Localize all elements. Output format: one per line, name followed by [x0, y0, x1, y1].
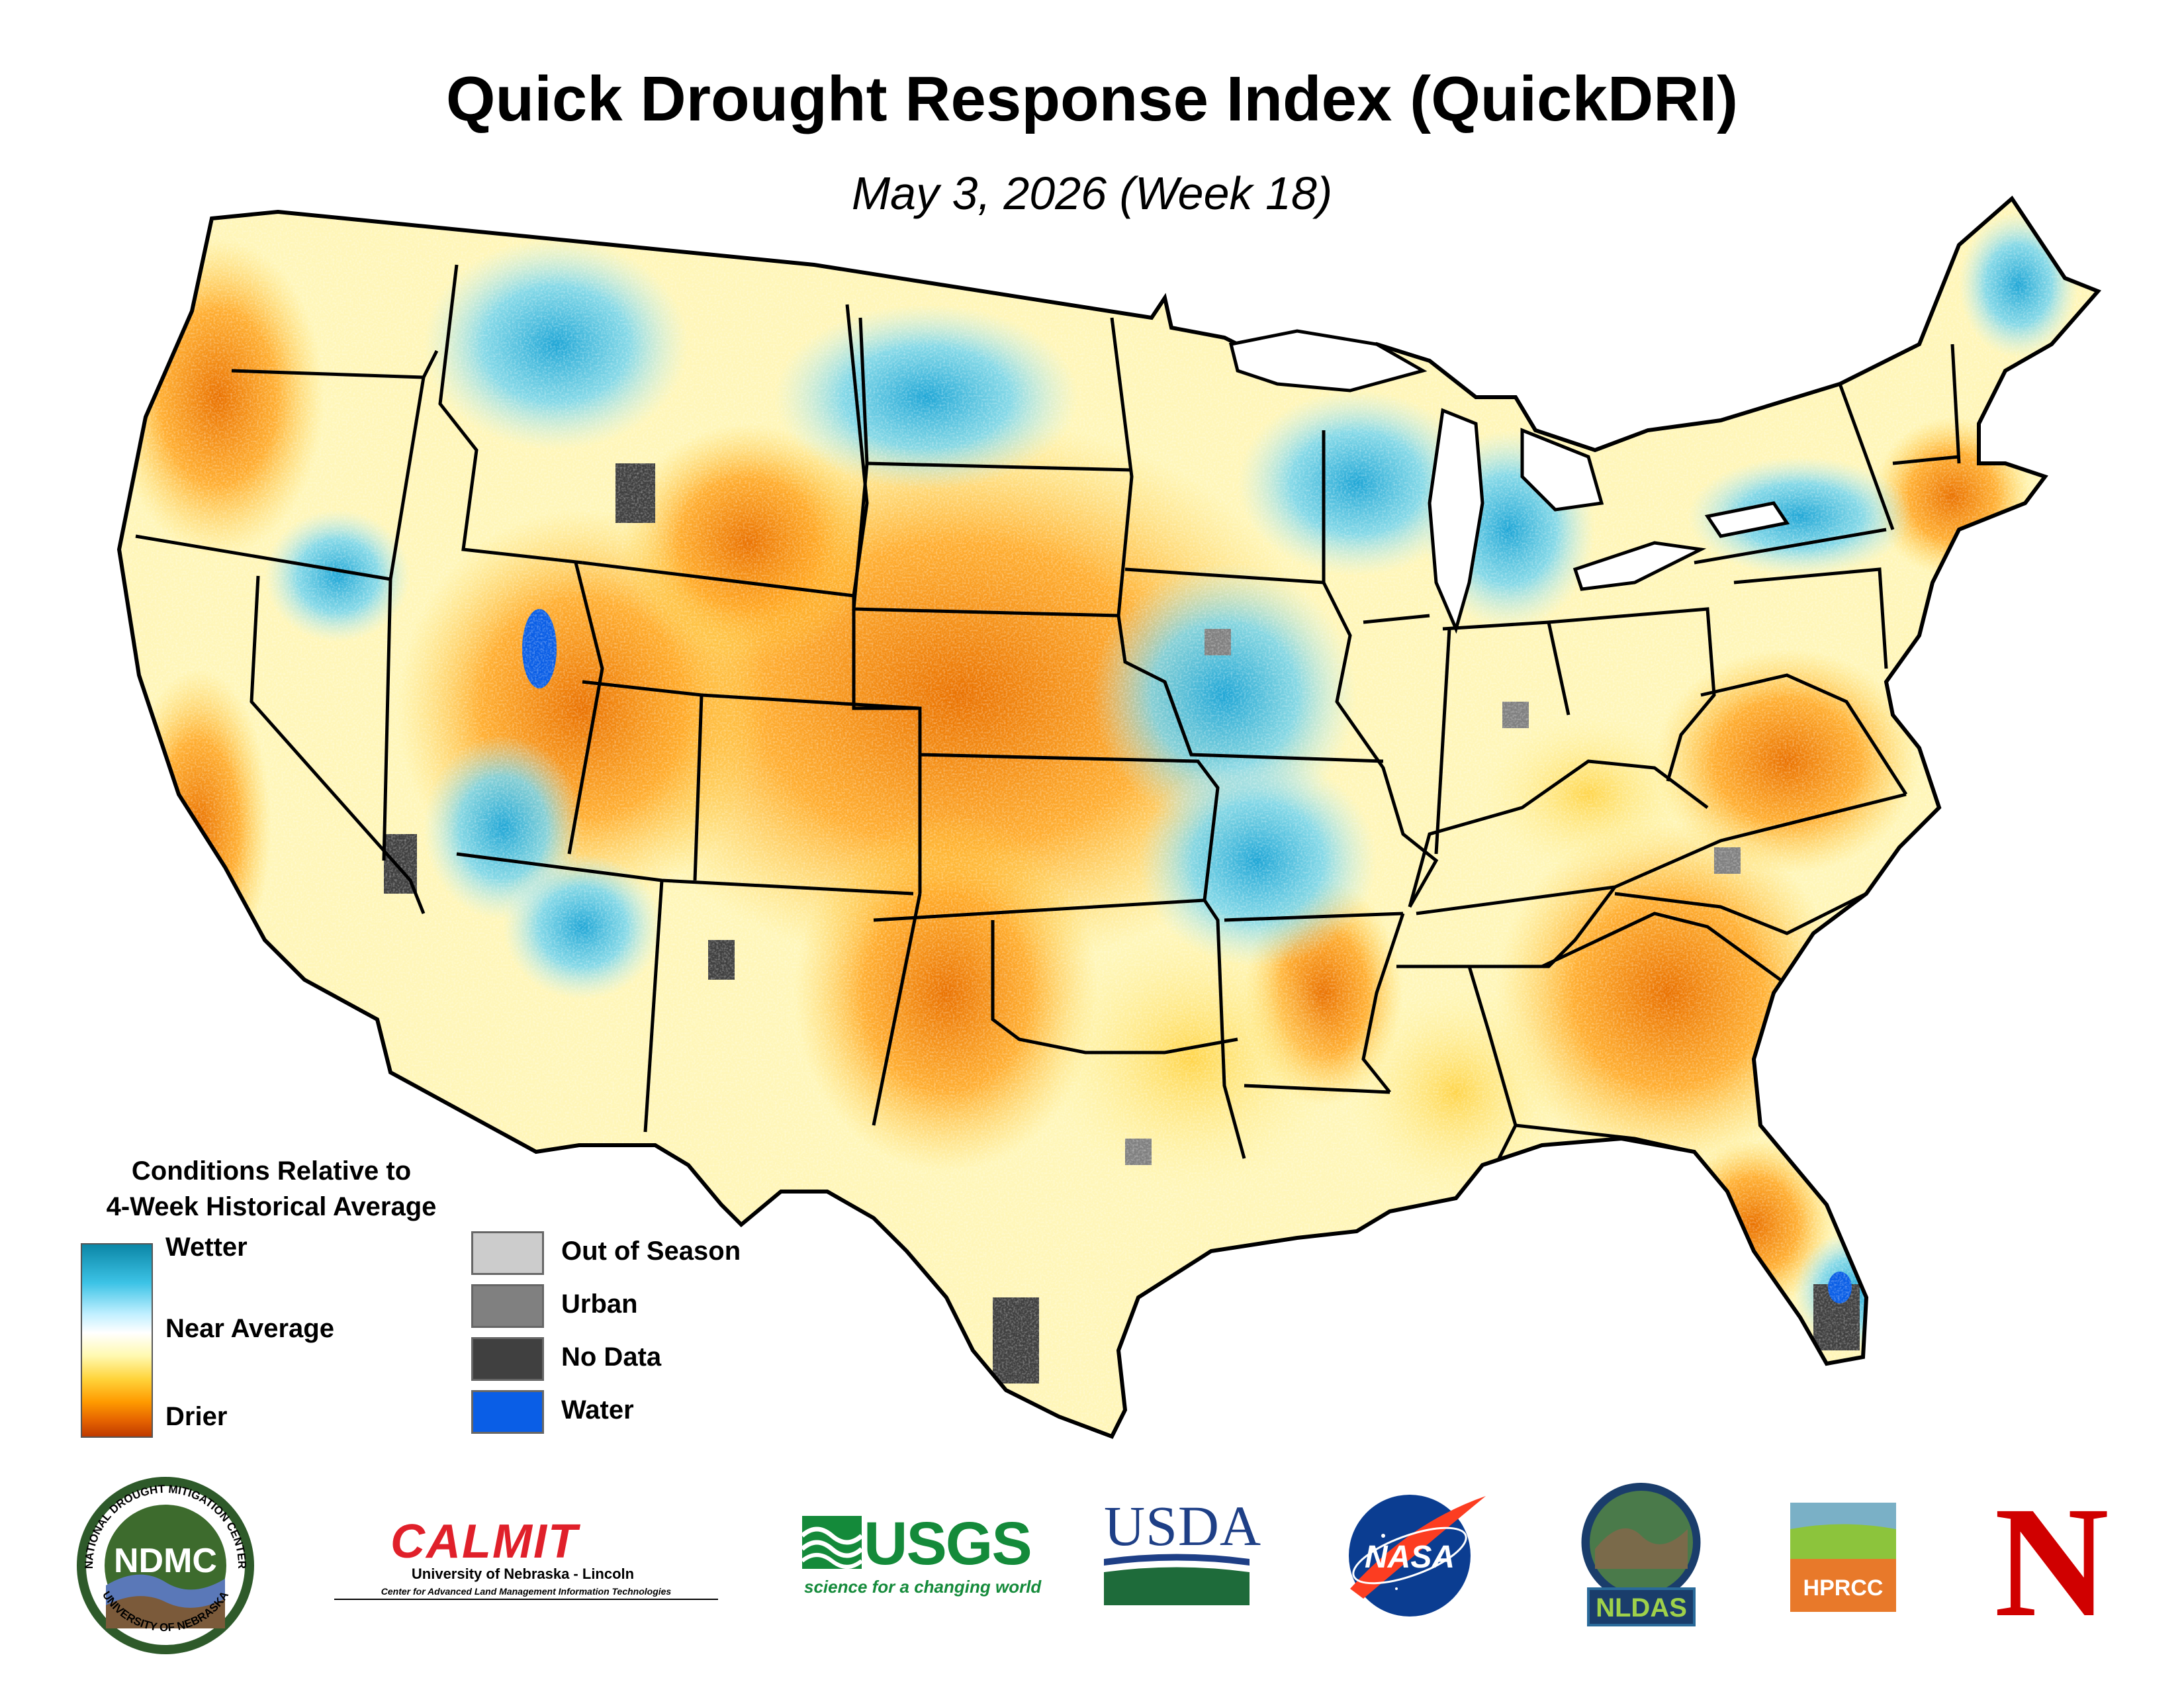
- legend-label-urban: Urban: [561, 1289, 638, 1319]
- legend-title: Conditions Relative to 4-Week Historical…: [79, 1153, 463, 1225]
- nasa-logo-text: NASA: [1365, 1540, 1455, 1575]
- legend-wetter-label: Wetter: [165, 1233, 248, 1262]
- legend-label-water: Water: [561, 1395, 634, 1425]
- map-title: Quick Drought Response Index (QuickDRI): [445, 64, 1739, 134]
- calmit-university-text: University of Nebraska - Lincoln: [411, 1566, 635, 1582]
- usgs-logo: USGS: [864, 1510, 1032, 1577]
- national-outline: [116, 195, 2102, 1439]
- legend-swatch-water: [471, 1390, 544, 1434]
- legend-label-out-of-season: Out of Season: [561, 1237, 741, 1266]
- legend-swatch-no-data: [471, 1337, 544, 1381]
- nldas-logo-text: NLDAS: [1596, 1593, 1687, 1622]
- usda-logo: USDA: [1104, 1494, 1262, 1558]
- map-date-subtitle: May 3, 2026 (Week 18): [851, 167, 1333, 219]
- calmit-center-text: Center for Advanced Land Management Info…: [334, 1586, 718, 1600]
- state-boundaries: [135, 264, 1961, 1166]
- usgs-tagline: science for a changing world: [804, 1577, 1042, 1597]
- legend-near-average-label: Near Average: [165, 1314, 334, 1343]
- legend-label-no-data: No Data: [561, 1342, 662, 1372]
- calmit-logo: CALMIT: [390, 1515, 578, 1568]
- hprcc-logo: HPRCC: [1790, 1503, 1896, 1612]
- nldas-logo: NLDAS: [1581, 1483, 1701, 1626]
- nebraska-n-text: N: [1994, 1493, 2109, 1622]
- usgs-wave-icon: [802, 1516, 862, 1569]
- legend-swatch-out-of-season: [471, 1231, 544, 1275]
- legend-drier-label: Drier: [165, 1402, 228, 1431]
- legend-title-line2: 4-Week Historical Average: [106, 1192, 437, 1221]
- ndmc-logo-text: NDMC: [114, 1542, 217, 1580]
- ndmc-logo: NDMC NATIONAL DROUGHT MITIGATION CENTER …: [77, 1477, 254, 1654]
- usda-field-icon: [1104, 1554, 1250, 1605]
- legend-swatch-urban: [471, 1284, 544, 1328]
- legend-title-line1: Conditions Relative to: [131, 1156, 412, 1186]
- great-lakes: [1228, 329, 1790, 634]
- hprcc-logo-text: HPRCC: [1803, 1575, 1884, 1601]
- drought-condition-field: [119, 199, 2098, 1436]
- nasa-logo: NASA: [1349, 1495, 1486, 1617]
- legend-color-ramp: [81, 1243, 153, 1438]
- nebraska-n-logo: N: [1994, 1493, 2109, 1622]
